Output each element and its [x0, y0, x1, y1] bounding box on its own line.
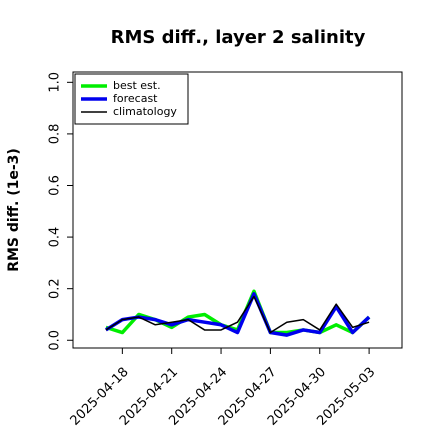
series-line: [105, 295, 370, 334]
y-axis-label: RMS diff. (1e-3): [6, 148, 22, 272]
y-tick-label: 0.2: [48, 278, 63, 299]
legend-label: forecast: [113, 92, 158, 105]
series-line: [104, 292, 371, 337]
y-tick-label: 0.8: [48, 124, 63, 145]
y-tick-label: 0.6: [48, 175, 63, 196]
legend-label: climatology: [113, 105, 177, 118]
chart-title: RMS diff., layer 2 salinity: [111, 27, 366, 48]
y-tick-label: 1.0: [48, 72, 63, 93]
plot-frame: [72, 71, 403, 349]
y-tick-label: 0.0: [48, 330, 63, 351]
legend-label: best est.: [113, 79, 161, 92]
y-tick-label: 0.4: [48, 227, 63, 248]
series-line: [105, 289, 371, 335]
